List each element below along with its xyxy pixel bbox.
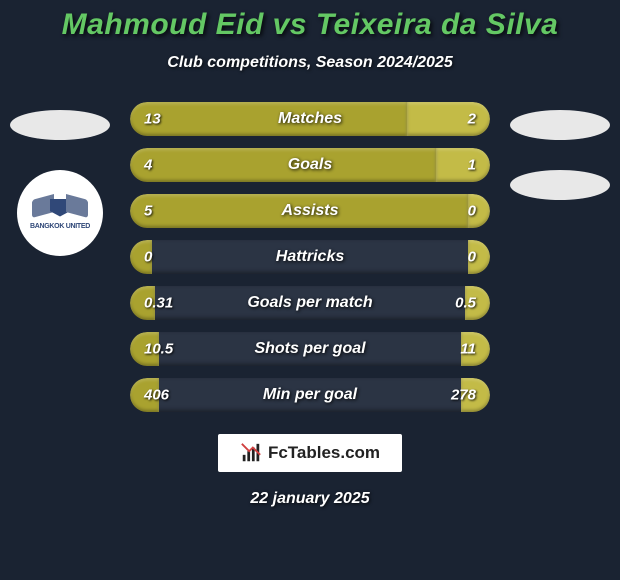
club-badge-left: BANGKOK UNITED xyxy=(17,170,103,256)
comparison-infographic: Mahmoud Eid vs Teixeira da Silva Club co… xyxy=(0,0,620,580)
stats-bars: 13 2 Matches 4 1 Goals 5 0 Assists 0 0 Hattricks 0.3… xyxy=(120,102,500,412)
date-text: 22 january 2025 xyxy=(250,490,369,508)
stat-label: Goals xyxy=(288,156,332,174)
chart-icon xyxy=(240,442,262,464)
subtitle: Club competitions, Season 2024/2025 xyxy=(167,54,452,72)
stat-row: 5 0 Assists xyxy=(130,194,490,228)
stat-value-right: 0.5 xyxy=(455,295,476,312)
stat-label: Hattricks xyxy=(276,248,344,266)
stat-row: 4 1 Goals xyxy=(130,148,490,182)
stat-value-left: 10.5 xyxy=(144,341,173,358)
stat-value-right: 0 xyxy=(468,249,476,266)
stat-label: Matches xyxy=(278,110,342,128)
stat-row: 13 2 Matches xyxy=(130,102,490,136)
stat-row: 0 0 Hattricks xyxy=(130,240,490,274)
brand-text: FcTables.com xyxy=(268,443,380,463)
stat-value-left: 13 xyxy=(144,111,161,128)
bar-fill-left xyxy=(130,148,436,182)
stat-value-right: 11 xyxy=(460,341,476,358)
bar-fill-right xyxy=(407,102,490,136)
stat-value-left: 406 xyxy=(144,387,169,404)
stat-label: Goals per match xyxy=(247,294,372,312)
bar-fill-right xyxy=(436,148,490,182)
bar-fill-left xyxy=(130,102,407,136)
club-oval-placeholder xyxy=(510,110,610,140)
brand-badge: FcTables.com xyxy=(218,434,402,472)
stat-label: Assists xyxy=(282,202,339,220)
stat-row: 0.31 0.5 Goals per match xyxy=(130,286,490,320)
stat-value-left: 4 xyxy=(144,157,152,174)
club-oval-placeholder xyxy=(10,110,110,140)
stat-value-right: 278 xyxy=(451,387,476,404)
page-title: Mahmoud Eid vs Teixeira da Silva xyxy=(62,8,559,42)
stat-label: Shots per goal xyxy=(254,340,365,358)
stat-value-right: 2 xyxy=(468,111,476,128)
stat-row: 10.5 11 Shots per goal xyxy=(130,332,490,366)
stat-value-left: 5 xyxy=(144,203,152,220)
right-side xyxy=(500,102,620,200)
stat-value-left: 0 xyxy=(144,249,152,266)
stat-value-left: 0.31 xyxy=(144,295,173,312)
stat-value-right: 0 xyxy=(468,203,476,220)
content-row: BANGKOK UNITED 13 2 Matches 4 1 Goals 5 0 Assist… xyxy=(0,102,620,412)
club-oval-placeholder xyxy=(510,170,610,200)
stat-label: Min per goal xyxy=(263,386,357,404)
stat-value-right: 1 xyxy=(468,157,476,174)
left-side: BANGKOK UNITED xyxy=(0,102,120,256)
stat-row: 406 278 Min per goal xyxy=(130,378,490,412)
bangkok-united-logo: BANGKOK UNITED xyxy=(25,188,95,238)
